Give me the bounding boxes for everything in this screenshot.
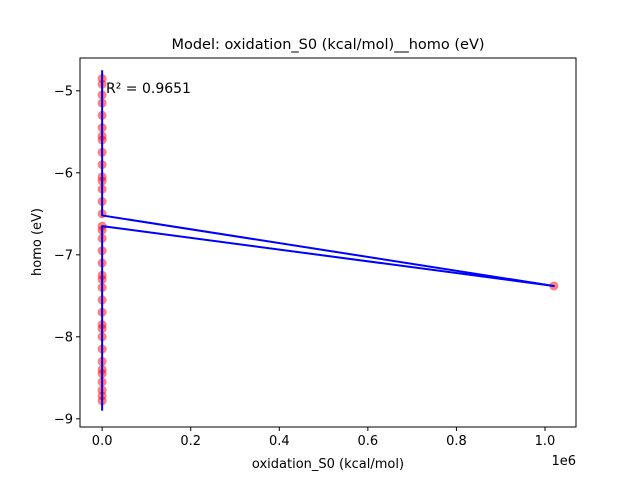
y-axis-label: homo (eV): [30, 208, 45, 276]
x-tick-label: 0.2: [180, 434, 201, 449]
x-tick-label: 0.6: [358, 434, 379, 449]
x-tick-label: 0.0: [92, 434, 113, 449]
y-axis-ticks: −9 −8 −7 −6 −5: [54, 84, 80, 427]
fit-line: [101, 70, 555, 411]
plot-content: [97, 70, 559, 411]
x-axis-ticks: 0.0 0.2 0.4 0.6 0.8 1.0: [92, 427, 556, 449]
x-axis-offset-label: 1e6: [551, 454, 576, 469]
x-tick-label: 0.8: [446, 434, 467, 449]
y-tick-label: −6: [54, 166, 73, 181]
chart-title: Model: oxidation_S0 (kcal/mol)__homo (eV…: [171, 37, 484, 53]
r-squared-annotation: R² = 0.9651: [106, 81, 191, 97]
y-tick-label: −8: [54, 330, 73, 345]
y-tick-label: −9: [54, 412, 73, 427]
y-tick-label: −7: [54, 248, 73, 263]
x-tick-label: 0.4: [269, 434, 290, 449]
axes-frame: [79, 57, 577, 428]
x-axis-label: oxidation_S0 (kcal/mol): [252, 457, 404, 472]
y-tick-label: −5: [54, 84, 73, 99]
x-tick-label: 1.0: [535, 434, 556, 449]
